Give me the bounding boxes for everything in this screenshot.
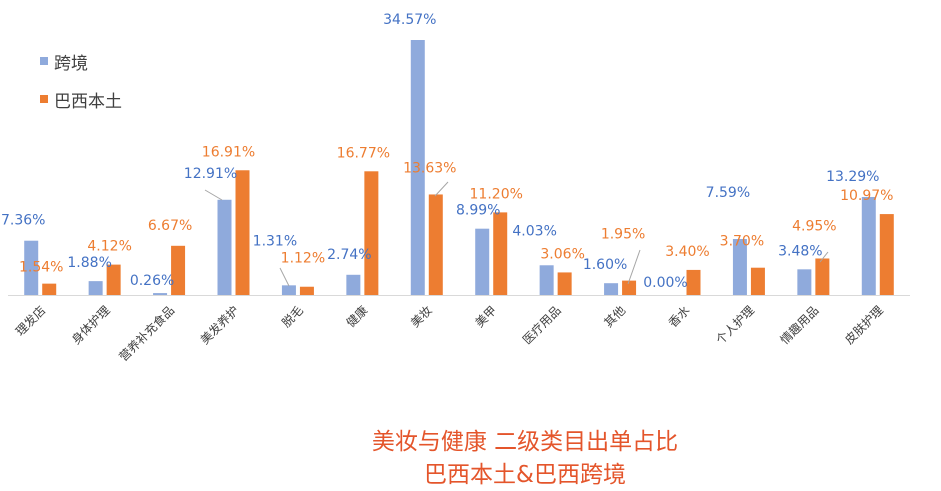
- x-tick-label-10: 香水: [666, 303, 693, 330]
- x-tick-labels-layer: 理发店 身体护理 营养补充食品 美发养护 脱毛 健康 美妆 美甲 医疗用品 其他 香水 个人护理 情趣用…: [12, 303, 886, 365]
- chart-title: 美妆与健康 二级类目出单占比: [371, 429, 679, 455]
- data-label-local-12: 4.95%: [792, 218, 836, 234]
- bar-local-7: [493, 212, 508, 295]
- data-label-crossborder-1: 1.88%: [67, 255, 111, 271]
- bar-local-1: [106, 264, 121, 295]
- x-tick-label-6: 美妆: [408, 303, 435, 330]
- bar-local-2: [171, 245, 186, 295]
- chart-subtitle: 巴西本土&巴西跨境: [424, 462, 626, 488]
- leader-line-0: [204, 189, 223, 201]
- bar-crossborder-12: [797, 269, 812, 295]
- x-tick-label-7: 美甲: [472, 303, 499, 330]
- data-label-local-11: 3.70%: [720, 234, 764, 250]
- bar-crossborder-7: [475, 228, 490, 295]
- data-label-crossborder-4: 1.31%: [253, 233, 297, 249]
- data-label-local-9: 1.95%: [601, 227, 645, 243]
- bar-local-5: [364, 171, 379, 295]
- bar-local-11: [750, 267, 765, 295]
- data-label-local-10: 3.40%: [665, 244, 709, 260]
- bar-local-6: [428, 194, 443, 295]
- data-label-crossborder-11: 7.59%: [706, 185, 750, 201]
- bar-crossborder-1: [88, 281, 103, 295]
- bar-local-0: [42, 283, 57, 295]
- bar-crossborder-4: [281, 285, 296, 295]
- data-label-crossborder-5: 2.74%: [327, 247, 371, 263]
- x-tick-label-5: 健康: [343, 303, 371, 331]
- legend-swatch-series-0: [40, 57, 48, 65]
- leader-line-3: [434, 181, 449, 197]
- x-tick-label-8: 医疗用品: [520, 303, 564, 347]
- leader-lines-layer: [204, 181, 829, 287]
- bar-crossborder-9: [604, 283, 619, 295]
- x-tick-label-3: 美发养护: [197, 303, 242, 348]
- data-label-crossborder-0: 7.36%: [1, 213, 45, 229]
- legend: 跨境 巴西本土: [40, 42, 122, 118]
- leader-line-2: [627, 249, 641, 285]
- data-label-local-6: 13.63%: [403, 160, 456, 176]
- x-tick-label-9: 其他: [601, 303, 628, 330]
- bar-crossborder-0: [24, 240, 39, 295]
- data-label-local-2: 6.67%: [148, 218, 192, 234]
- bar-local-3: [235, 170, 250, 295]
- data-label-local-7: 11.20%: [470, 186, 523, 202]
- bar-crossborder-2: [153, 293, 168, 295]
- leader-line-4: [819, 251, 829, 263]
- legend-item-series-1: 巴西本土: [40, 80, 122, 118]
- data-label-local-5: 16.77%: [337, 145, 390, 161]
- data-label-crossborder-2: 0.26%: [130, 273, 174, 289]
- leader-line-1: [279, 267, 290, 287]
- data-labels-layer: 7.36% 1.54% 1.88%4.12% 0.26% 6.67% 12.91% 16.9…: [1, 12, 894, 291]
- data-label-crossborder-12: 3.48%: [778, 243, 822, 259]
- legend-item-series-0: 跨境: [40, 42, 122, 80]
- x-tick-label-13: 皮肤护理: [841, 303, 886, 348]
- data-label-crossborder-6: 34.57%: [383, 12, 436, 28]
- bar-local-4: [299, 286, 314, 295]
- data-label-local-8: 3.06%: [540, 246, 584, 262]
- bar-local-9: [622, 280, 637, 295]
- bar-crossborder-13: [861, 196, 876, 295]
- bar-crossborder-8: [539, 265, 554, 295]
- x-tick-label-11: 个人护理: [713, 303, 757, 347]
- legend-label-series-0: 跨境: [54, 53, 88, 74]
- bars-layer: [24, 40, 894, 295]
- bar-local-13: [879, 214, 894, 295]
- data-label-local-0: 1.54%: [19, 260, 63, 276]
- x-tick-label-0: 理发店: [12, 303, 48, 339]
- bar-local-10: [686, 269, 701, 295]
- bar-local-12: [815, 258, 830, 295]
- x-tick-label-12: 情趣用品: [777, 303, 822, 348]
- data-label-crossborder-8: 4.03%: [512, 223, 556, 239]
- bar-crossborder-5: [346, 274, 361, 295]
- data-label-crossborder-3: 12.91%: [184, 166, 237, 182]
- bar-crossborder-6: [410, 40, 425, 295]
- bar-local-8: [557, 272, 572, 295]
- data-label-local-1: 4.12%: [87, 239, 131, 255]
- legend-label-series-1: 巴西本土: [54, 91, 122, 112]
- data-label-crossborder-10: 0.00%: [643, 275, 687, 291]
- data-label-local-13: 10.97%: [840, 188, 893, 204]
- data-label-crossborder-7: 8.99%: [456, 203, 500, 219]
- bar-crossborder-3: [217, 199, 232, 295]
- x-tick-label-4: 脱毛: [278, 303, 306, 331]
- bar-crossborder-11: [732, 239, 747, 295]
- x-tick-label-1: 身体护理: [68, 303, 113, 348]
- data-label-local-4: 1.12%: [281, 251, 325, 267]
- legend-swatch-series-1: [40, 95, 48, 103]
- data-label-local-3: 16.91%: [202, 144, 255, 160]
- x-tick-label-2: 营养补充食品: [116, 303, 178, 365]
- data-label-crossborder-9: 1.60%: [583, 257, 627, 273]
- data-label-crossborder-13: 13.29%: [826, 169, 879, 185]
